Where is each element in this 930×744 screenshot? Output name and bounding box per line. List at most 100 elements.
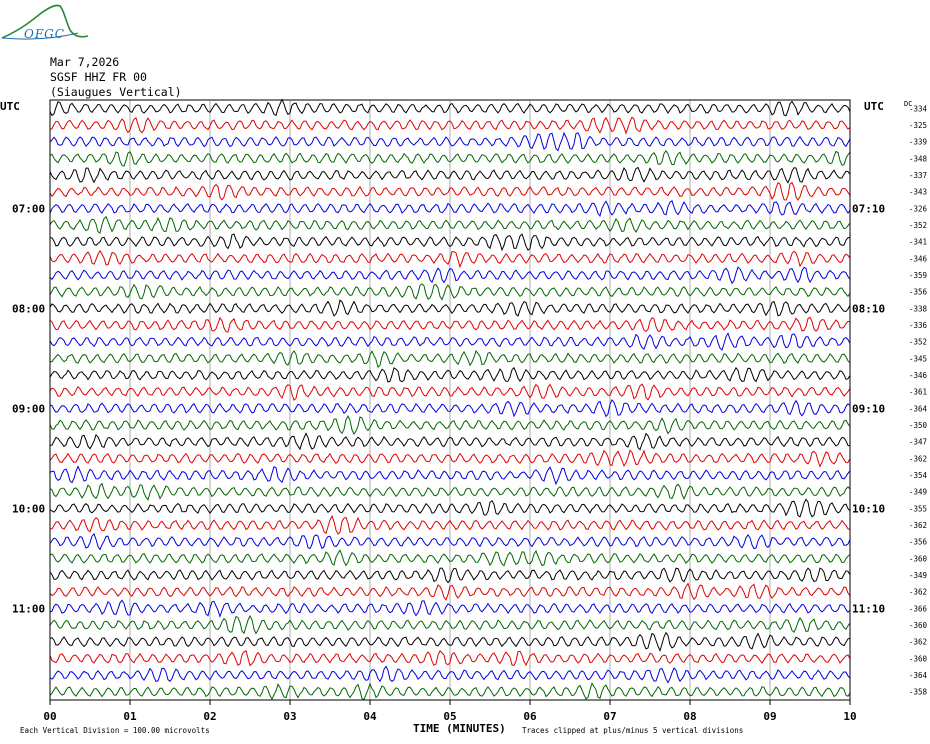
left-time-label: 07:00 — [12, 202, 45, 215]
logo — [1, 4, 89, 40]
seismic-traces — [49, 98, 851, 701]
trace-line — [49, 233, 851, 252]
trace-line — [49, 432, 851, 451]
dc-offset-label: -346 — [909, 371, 928, 380]
dc-offset-label: -359 — [909, 271, 927, 280]
dc-offset-labels: -334 -325 -339 -348 -337 -343 -326 -352 -341 -346… — [909, 104, 928, 696]
dc-offset-label: -355 — [909, 504, 927, 513]
right-time-label: 08:10 — [852, 302, 885, 315]
x-tick-label: 07 — [603, 710, 616, 723]
x-tick-label: 08 — [683, 710, 696, 723]
trace-line — [49, 398, 851, 418]
x-tick-label: 10 — [843, 710, 856, 723]
trace-line — [49, 283, 851, 301]
x-axis-title: TIME (MINUTES) — [413, 722, 506, 735]
dc-offset-label: -345 — [909, 354, 927, 363]
dc-offset-label: -337 — [909, 171, 927, 180]
x-tick-label: 03 — [283, 710, 296, 723]
dc-offset-label: -362 — [909, 588, 927, 597]
trace-line — [49, 631, 851, 653]
footer-vertical-division: Each Vertical Division = 100.00 microvol… — [20, 726, 210, 735]
left-utc-label: UTC — [0, 100, 20, 113]
trace-line — [49, 131, 851, 152]
dc-offset-label: -360 — [909, 654, 928, 663]
dc-offset-label: -352 — [909, 221, 927, 230]
x-tick-label: 02 — [203, 710, 216, 723]
dc-offset-label: -352 — [909, 338, 927, 347]
trace-line — [49, 98, 851, 117]
dc-offset-label: -348 — [909, 154, 928, 163]
left-time-label: 08:00 — [12, 302, 45, 315]
trace-line — [49, 650, 851, 667]
dc-offset-label: -326 — [909, 204, 928, 213]
dc-offset-label: -336 — [909, 321, 928, 330]
trace-line — [49, 332, 851, 351]
dc-offset-label: -358 — [909, 688, 928, 697]
dc-offset-label: -343 — [909, 188, 927, 197]
dc-offset-label: -360 — [909, 554, 928, 563]
trace-line — [49, 349, 851, 368]
trace-line — [49, 514, 851, 535]
trace-line — [49, 582, 851, 601]
logo-swoosh-icon — [1, 32, 79, 40]
right-utc-label: UTC — [864, 100, 884, 113]
trace-line — [49, 366, 851, 383]
dc-offset-label: -350 — [909, 421, 928, 430]
right-time-label: 09:10 — [852, 402, 885, 415]
trace-line — [49, 682, 851, 701]
trace-line — [49, 299, 851, 317]
logo-text: OFGC — [24, 27, 65, 41]
trace-line — [49, 465, 851, 486]
left-time-label: 11:00 — [12, 602, 45, 615]
trace-line — [49, 567, 851, 584]
left-time-labels: 07:00 08:00 09:00 10:00 11:00 — [12, 202, 45, 615]
dc-offset-label: -354 — [909, 471, 928, 480]
dc-offset-label: -356 — [909, 288, 928, 297]
dc-offset-label: -338 — [909, 304, 928, 313]
dc-offset-label: -334 — [909, 104, 928, 113]
dc-offset-label: -347 — [909, 438, 927, 447]
trace-line — [49, 215, 851, 234]
dc-offset-label: -362 — [909, 454, 927, 463]
dc-offset-label: -360 — [909, 621, 928, 630]
trace-line — [49, 449, 851, 468]
x-axis-ticks: 00 01 02 03 04 05 06 07 08 09 10 — [43, 700, 857, 723]
x-tick-label: 01 — [123, 710, 137, 723]
dc-offset-label: -361 — [909, 388, 927, 397]
trace-line — [49, 665, 851, 684]
trace-line — [49, 150, 851, 167]
trace-line — [49, 614, 851, 635]
dc-offset-label: -325 — [909, 121, 927, 130]
dc-offset-label: -349 — [909, 571, 927, 580]
dc-offset-label: -366 — [909, 604, 928, 613]
trace-line — [49, 166, 851, 184]
dc-offset-label: -364 — [909, 404, 928, 413]
dc-offset-label: -339 — [909, 138, 927, 147]
right-time-label: 07:10 — [852, 202, 885, 215]
trace-line — [49, 200, 851, 217]
trace-line — [49, 498, 851, 518]
trace-line — [49, 316, 851, 333]
dc-offset-label: -349 — [909, 488, 927, 497]
header-station: SGSF HHZ FR 00 — [50, 70, 147, 84]
header-site: (Siaugues Vertical) — [50, 85, 182, 99]
trace-line — [49, 116, 851, 135]
trace-line — [49, 415, 851, 435]
right-time-label: 11:10 — [852, 602, 885, 615]
trace-line — [49, 482, 851, 501]
right-time-labels: 07:10 08:10 09:10 10:10 11:10 — [852, 202, 885, 615]
trace-line — [49, 532, 851, 551]
x-tick-label: 05 — [443, 710, 456, 723]
x-tick-label: 04 — [363, 710, 377, 723]
footer-clip-note: Traces clipped at plus/minus 5 vertical … — [522, 726, 743, 735]
right-time-label: 10:10 — [852, 502, 885, 515]
dc-offset-label: -364 — [909, 671, 928, 680]
x-tick-label: 00 — [43, 710, 56, 723]
left-time-label: 10:00 — [12, 502, 45, 515]
header-date: Mar 7,2026 — [50, 55, 120, 69]
dc-label: DC — [904, 100, 912, 108]
dc-offset-label: -346 — [909, 254, 928, 263]
trace-line — [49, 266, 851, 285]
trace-line — [49, 181, 851, 201]
